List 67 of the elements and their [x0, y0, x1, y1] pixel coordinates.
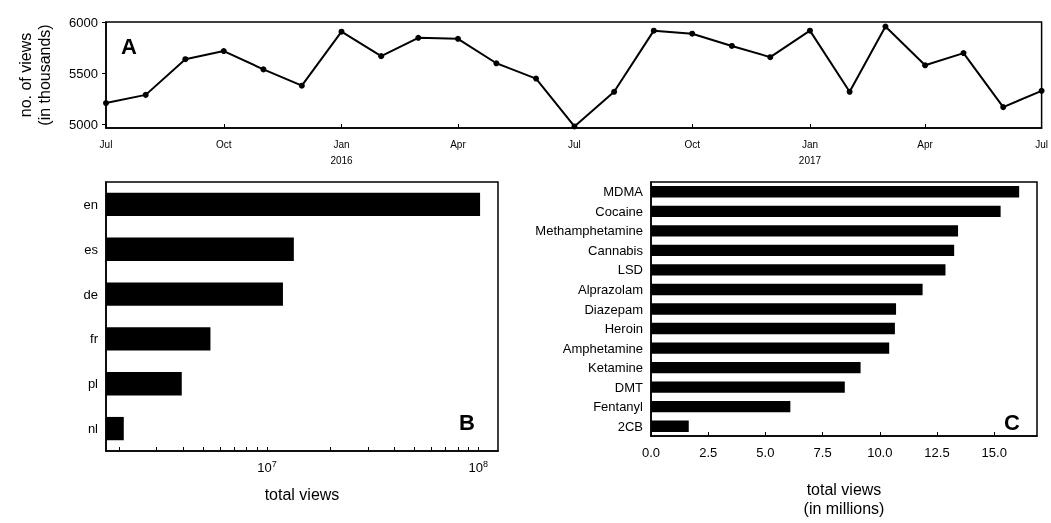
point: [103, 100, 109, 107]
point: [454, 35, 461, 42]
y-tick-label: nl: [87, 421, 99, 437]
y-tick-label: 5000: [69, 116, 98, 132]
point: [611, 88, 618, 95]
x-tick-label: Oct: [684, 138, 701, 150]
y-tick-label: Amphetamine: [562, 340, 643, 356]
point: [846, 88, 853, 95]
x-tick-label: Apr: [917, 138, 934, 150]
x-tick-label: Oct: [215, 138, 232, 150]
annotation: B: [459, 409, 475, 435]
point: [1000, 104, 1007, 111]
y-tick-label: Methamphetamine: [535, 223, 643, 239]
y-tick-label: Diazepam: [584, 301, 643, 317]
x-tick-label: 0.0: [641, 444, 661, 460]
y-tick-label: Alprazolam: [577, 281, 643, 297]
y-tick-label: LSD: [617, 262, 643, 278]
x-tick-label: 10.0: [867, 444, 893, 460]
y-tick-label: Ketamine: [588, 360, 643, 376]
x-tick-label: 7.5: [813, 444, 832, 460]
y-axis-title: no. of views (in thousands): [17, 24, 53, 126]
annotation: C: [1004, 409, 1021, 435]
y-tick-label: MDMA: [603, 184, 644, 200]
y-tick-label: en: [83, 196, 98, 212]
y-tick-label: 2CB: [617, 418, 643, 434]
annotation: A: [121, 33, 137, 59]
x-tick-label: Jul: [568, 138, 581, 150]
x-tick-label: Jan 2016: [330, 138, 354, 166]
y-tick-label: Cannabis: [588, 242, 644, 258]
y-tick-label: 6000: [69, 15, 98, 31]
y-tick-label: pl: [87, 376, 99, 392]
point: [806, 27, 813, 34]
x-axis-title: total views: [264, 486, 340, 503]
point: [767, 54, 774, 61]
y-tick-label: es: [84, 241, 99, 257]
x-tick-label: Apr: [450, 138, 467, 150]
point: [260, 66, 267, 73]
point: [533, 75, 540, 82]
x-tick-label: 15.0: [981, 444, 1007, 460]
y-tick-label: de: [83, 286, 98, 302]
y-tick-label: Cocaine: [595, 203, 643, 219]
point: [182, 56, 189, 63]
x-tick-label: Jul: [1035, 138, 1049, 150]
point: [882, 23, 889, 30]
point: [960, 50, 967, 57]
y-tick-label: DMT: [614, 379, 644, 395]
point: [922, 62, 929, 69]
point: [1038, 87, 1045, 94]
x-tick-label: 5.0: [756, 444, 775, 460]
y-tick-label: fr: [90, 331, 99, 347]
y-tick-label: 5500: [69, 65, 98, 81]
x-tick-label: Jan 2017: [798, 138, 822, 166]
point: [415, 34, 422, 41]
point: [378, 53, 385, 60]
point: [298, 82, 305, 89]
x-axis-title: total views (in millions): [803, 481, 885, 517]
point: [728, 42, 735, 49]
x-tick-label: Jul: [99, 138, 113, 150]
x-tick-label: 2.5: [699, 444, 718, 460]
y-tick-label: Fentanyl: [593, 399, 644, 415]
point: [142, 91, 149, 98]
x-tick-label: 12.5: [924, 444, 950, 460]
point: [220, 48, 227, 55]
point: [493, 60, 500, 67]
point: [689, 30, 696, 37]
y-tick-label: Heroin: [604, 321, 643, 337]
point: [650, 27, 657, 34]
